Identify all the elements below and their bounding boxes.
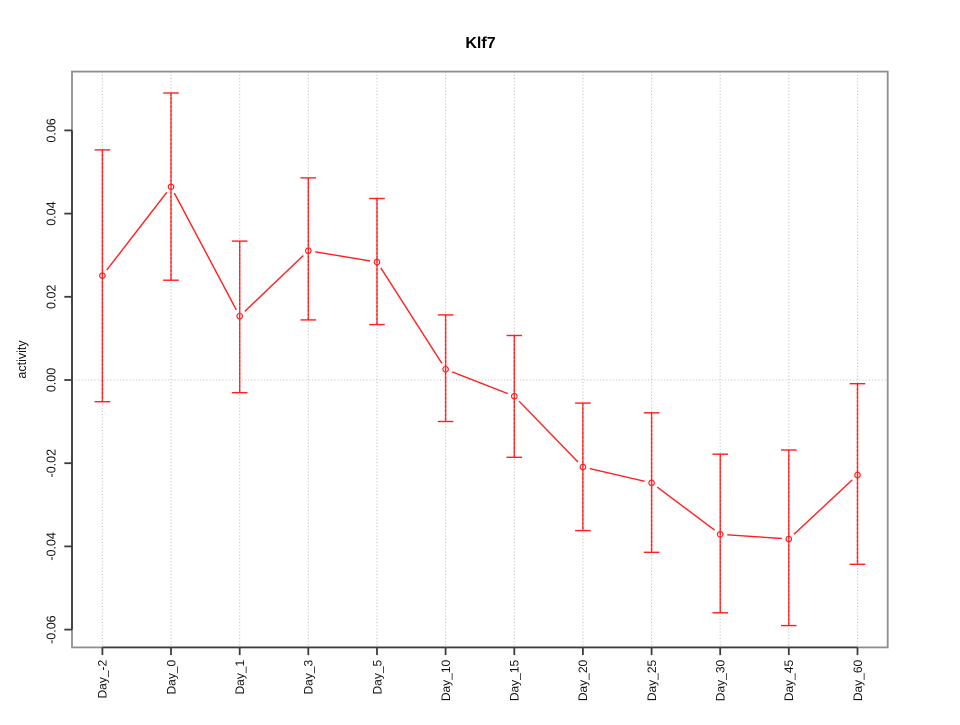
svg-text:Day_15: Day_15 [508,659,522,701]
svg-text:Day_30: Day_30 [714,659,728,701]
svg-text:0.02: 0.02 [44,285,58,309]
svg-text:Day_25: Day_25 [645,659,659,701]
svg-text:Day_1: Day_1 [233,659,247,694]
svg-text:Day_-2: Day_-2 [96,659,110,698]
svg-text:Klf7: Klf7 [465,35,495,52]
svg-text:-0.06: -0.06 [44,615,58,644]
svg-text:-0.04: -0.04 [44,532,58,561]
svg-text:Day_0: Day_0 [164,659,178,694]
svg-text:Day_3: Day_3 [302,659,316,694]
svg-text:Day_20: Day_20 [576,659,590,701]
svg-text:Day_10: Day_10 [439,659,453,701]
svg-text:0.04: 0.04 [44,201,58,225]
svg-text:Day_5: Day_5 [370,659,384,694]
svg-text:0.00: 0.00 [44,368,58,392]
svg-text:Day_60: Day_60 [851,659,865,701]
svg-text:-0.02: -0.02 [44,449,58,478]
svg-text:Day_45: Day_45 [782,659,796,701]
svg-text:0.06: 0.06 [44,118,58,142]
svg-text:activity: activity [15,340,29,379]
